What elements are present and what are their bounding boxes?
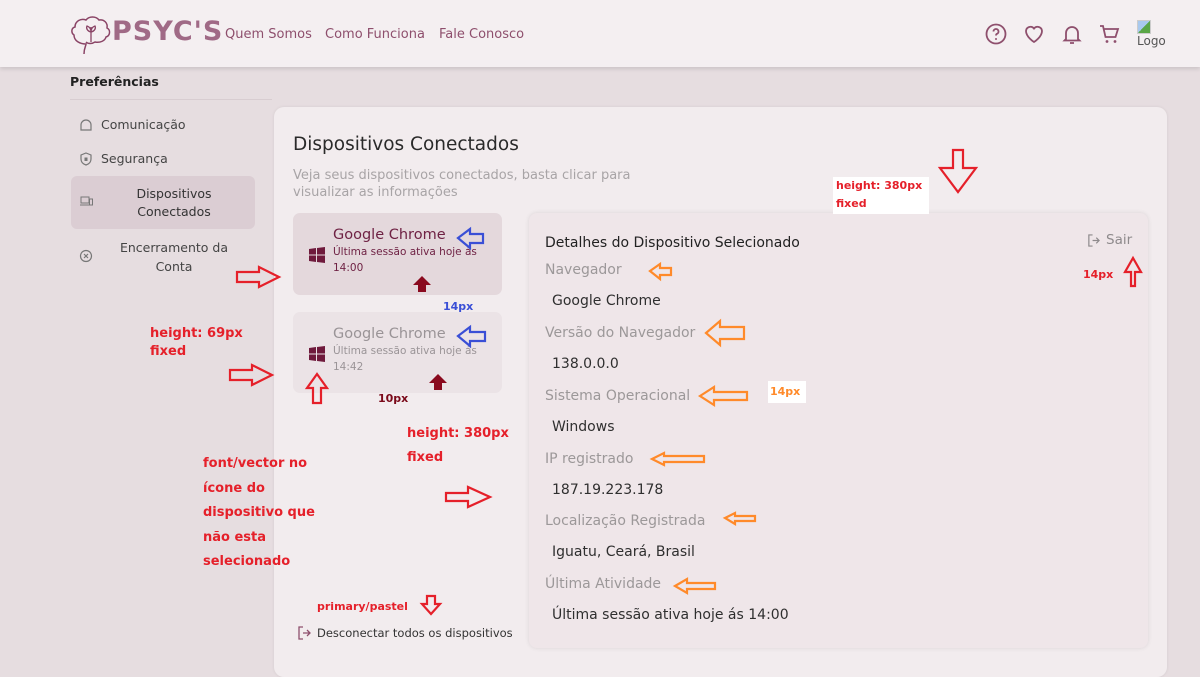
- sidebar-item-label: Segurança: [101, 151, 168, 166]
- nav-como-funciona[interactable]: Como Funciona: [325, 27, 425, 42]
- logo-icon[interactable]: [70, 12, 112, 56]
- field-value: 138.0.0.0: [552, 356, 619, 372]
- details-title: Detalhes do Dispositivo Selecionado: [545, 235, 800, 251]
- device-details-panel: [529, 213, 1148, 648]
- field-value: 187.19.223.178: [552, 482, 664, 498]
- avatar-alt-text: Logo: [1137, 34, 1166, 48]
- device-session: Última sessão ativa hoje ás 14:42: [333, 345, 477, 373]
- disconnect-all-label: Desconectar todos os dispositivos: [317, 626, 513, 640]
- help-icon[interactable]: [984, 22, 1008, 46]
- sidebar-item-dispositivos[interactable]: Dispositivos Conectados: [71, 176, 255, 229]
- page-title: Dispositivos Conectados: [293, 134, 519, 155]
- device-name: Google Chrome: [333, 227, 446, 243]
- sidebar-heading: Preferências: [70, 74, 159, 89]
- field-label: Última Atividade: [545, 576, 662, 592]
- page-subtitle: Veja seus dispositivos conectados, basta…: [293, 168, 631, 200]
- windows-icon: [309, 346, 325, 362]
- sidebar-item-seguranca[interactable]: Segurança: [79, 151, 168, 166]
- logout-icon: [298, 626, 311, 640]
- heart-icon[interactable]: [1022, 22, 1046, 46]
- disconnect-all-button[interactable]: Desconectar todos os dispositivos: [297, 626, 513, 640]
- nav-fale-conosco[interactable]: Fale Conosco: [439, 27, 525, 42]
- annotation-10px: 10px: [378, 392, 409, 405]
- field-label: Sistema Operacional: [545, 388, 691, 404]
- annotation-height-380-mid: height: 380px fixed: [407, 426, 509, 465]
- device-item[interactable]: Google Chrome Última sessão ativa hoje á…: [293, 312, 502, 393]
- device-name: Google Chrome: [333, 326, 446, 342]
- field-value: Última sessão ativa hoje ás 14:00: [552, 607, 789, 623]
- field-value: Windows: [552, 419, 615, 435]
- logout-label: Sair: [1106, 232, 1133, 248]
- divider: [70, 99, 272, 100]
- top-header: PSYC'S Quem Somos Como Funciona Fale Con…: [0, 0, 1200, 67]
- annotation-14px: 14px: [1083, 268, 1114, 281]
- annotation-height-69: height: 69px fixed: [150, 326, 243, 359]
- annotation-icon-note: font/vector no ícone do dispositivo que …: [203, 456, 315, 569]
- sidebar-item-label: Encerramento da Conta: [119, 240, 228, 274]
- devices-icon: [80, 196, 93, 206]
- sidebar-item-comunicacao[interactable]: Comunicação: [79, 117, 186, 132]
- annotation-height-380: height: 380px fixed: [833, 177, 929, 214]
- broken-image-icon: [1137, 20, 1151, 34]
- field-label: Navegador: [545, 262, 622, 278]
- windows-icon: [309, 247, 325, 263]
- field-label: IP registrado: [545, 451, 634, 467]
- field-value: Iguatu, Ceará, Brasil: [552, 544, 695, 560]
- logo-text[interactable]: PSYC'S: [112, 16, 224, 47]
- logout-icon: [1088, 233, 1100, 247]
- close-circle-icon: [79, 249, 93, 263]
- chat-icon: [80, 118, 92, 131]
- device-session: Última sessão ativa hoje ás 14:00: [333, 246, 477, 274]
- field-label: Localização Registrada: [545, 513, 706, 529]
- arrow-right-icon: [228, 363, 275, 387]
- device-item-selected[interactable]: Google Chrome Última sessão ativa hoje á…: [293, 213, 502, 295]
- sidebar-item-label: Dispositivos Conectados: [136, 186, 212, 219]
- field-label: Versão do Navegador: [545, 325, 696, 341]
- sidebar-item-label: Comunicação: [101, 117, 186, 132]
- bell-icon[interactable]: [1060, 22, 1084, 46]
- annotation-primary: primary/pastel: [317, 600, 408, 613]
- field-value: Google Chrome: [552, 293, 661, 309]
- nav-quem-somos[interactable]: Quem Somos: [225, 27, 312, 42]
- sidebar-item-encerramento[interactable]: Encerramento da Conta: [71, 238, 255, 278]
- cart-icon[interactable]: [1098, 22, 1122, 46]
- shield-icon: [80, 151, 92, 166]
- annotation-14px-blue: 14px: [443, 300, 474, 313]
- logout-button[interactable]: Sair: [1087, 232, 1132, 248]
- avatar[interactable]: Logo: [1137, 20, 1169, 50]
- annotation-14px-orange: 14px: [768, 381, 806, 403]
